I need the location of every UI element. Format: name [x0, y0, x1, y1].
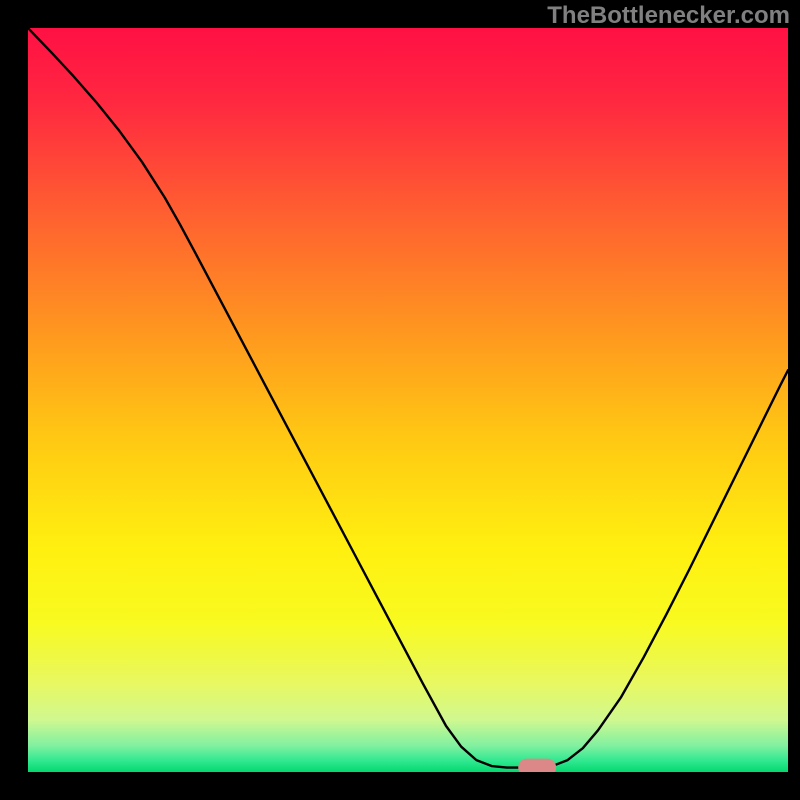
plot-area	[28, 28, 788, 772]
watermark-text: TheBottlenecker.com	[547, 2, 790, 30]
plot-background	[28, 28, 788, 772]
sweet-spot-marker	[518, 759, 556, 772]
plot-svg	[28, 28, 788, 772]
